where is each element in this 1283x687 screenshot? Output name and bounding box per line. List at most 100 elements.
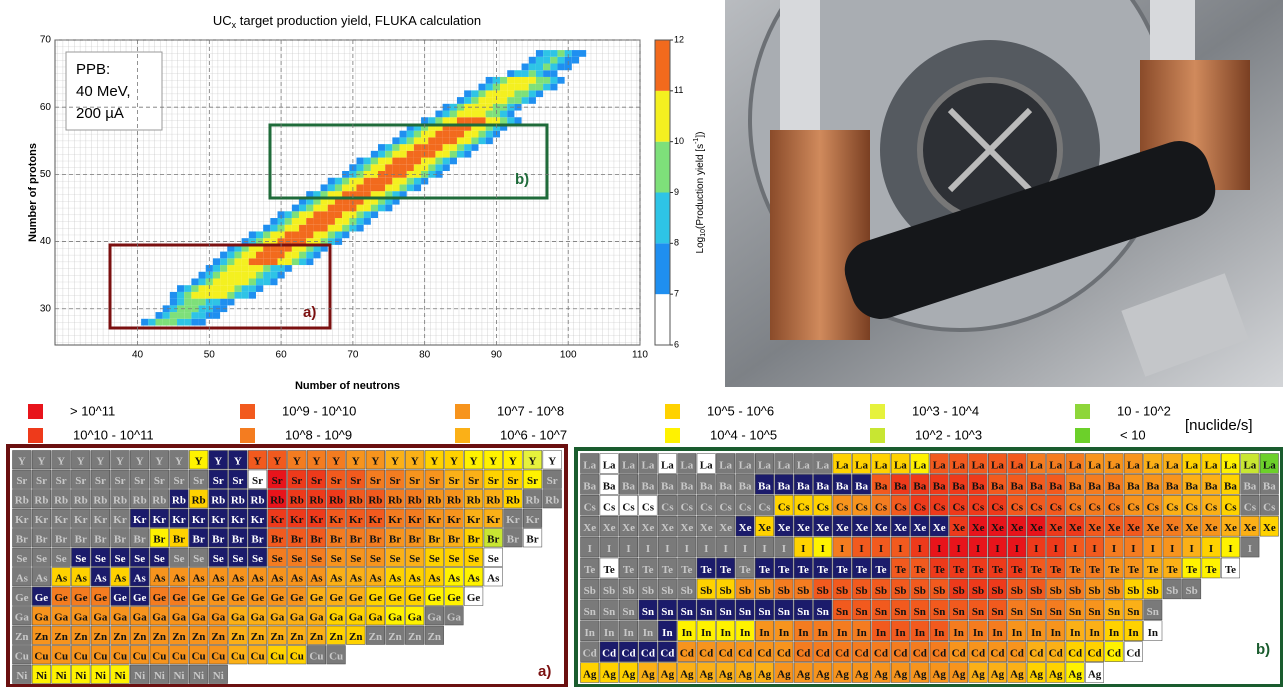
- nuclide-symbol: Xe: [952, 522, 965, 534]
- nuclide-cell: [755, 557, 774, 579]
- nuclide-symbol: Ba: [739, 480, 752, 492]
- nuclide-cell: [424, 508, 444, 528]
- heat-cell: [255, 258, 264, 266]
- nuclide-symbol: Rb: [231, 495, 245, 507]
- nuclide-symbol: Ge: [192, 592, 206, 604]
- nuclide-symbol: Y: [548, 456, 556, 468]
- nuclide-cell: [696, 662, 716, 683]
- nuclide-cell: [696, 515, 716, 537]
- heat-cell: [299, 231, 307, 239]
- nuclide-symbol: Cu: [329, 651, 343, 663]
- nuclide-symbol: Sb: [972, 585, 984, 597]
- nuclide-cell: [871, 578, 891, 600]
- nuclide-symbol: As: [134, 573, 147, 585]
- nuclide-cell: [735, 662, 755, 683]
- nuclide-cell: [929, 662, 949, 683]
- heat-cell: [399, 137, 407, 145]
- nuclide-symbol: Cs: [1224, 501, 1237, 513]
- nuclide-cell: [346, 586, 366, 606]
- annotation: 40 MeV,: [76, 83, 131, 100]
- nuclide-symbol: Kr: [133, 514, 147, 526]
- nuclide-cell: [657, 662, 677, 683]
- nuclide-cell: [813, 515, 833, 537]
- heat-cell: [241, 291, 249, 299]
- heat-cell: [220, 291, 228, 299]
- nuclide-symbol: Ga: [172, 612, 187, 624]
- nuclide-symbol: As: [251, 573, 264, 585]
- nuclide-cell: [365, 469, 385, 489]
- nuclide-cell: [189, 664, 209, 684]
- nuclide-cell: [657, 599, 677, 621]
- heat-cell: [169, 312, 178, 319]
- nuclide-cell: [483, 508, 503, 528]
- nuclide-cell: [1221, 453, 1240, 474]
- nuclide-cell: [677, 620, 697, 641]
- nuclide-symbol: Xe: [1224, 522, 1237, 534]
- nuclide-symbol: Xe: [1127, 522, 1140, 534]
- heat-cell: [334, 184, 343, 192]
- heat-cell: [162, 305, 170, 313]
- x-axis-label: Number of neutrons: [295, 380, 400, 392]
- nuclide-symbol: Rb: [152, 495, 166, 507]
- nuclide-symbol: Sr: [56, 475, 67, 487]
- nuclide-symbol: Se: [56, 553, 67, 565]
- heat-cell: [356, 224, 364, 232]
- nuclide-cell: [638, 495, 658, 516]
- nuclide-symbol: Ga: [290, 612, 305, 624]
- nuclide-cell: [326, 625, 346, 645]
- nuclide-cell: [1143, 536, 1163, 558]
- nuclide-symbol: Cs: [1205, 501, 1218, 513]
- nuclide-cell: [1026, 641, 1046, 662]
- nuclide-cell: [365, 489, 385, 509]
- nuclide-symbol: Ba: [855, 480, 868, 492]
- nuclide-symbol: Xe: [933, 522, 946, 534]
- nuclide-symbol: As: [409, 573, 422, 585]
- nuclide-symbol: Cd: [583, 648, 597, 660]
- heat-cell: [399, 164, 407, 172]
- nuclide-symbol: La: [1049, 459, 1062, 471]
- nuclide-symbol: Sn: [739, 606, 751, 618]
- nuclide-symbol: Cs: [1147, 501, 1160, 513]
- heat-cell: [500, 123, 508, 131]
- nuclide-cell: [871, 557, 891, 579]
- nuclide-symbol: Kr: [172, 514, 186, 526]
- nuclide-cell: [110, 489, 130, 509]
- nuclide-symbol: Sb: [700, 585, 712, 597]
- nuclide-symbol: Ba: [1010, 480, 1023, 492]
- title-part: x: [232, 20, 237, 30]
- nuclide-symbol: I: [723, 543, 727, 555]
- heat-cell: [471, 137, 479, 145]
- heat-cell: [428, 123, 436, 131]
- legend-swatch: [665, 404, 680, 419]
- nuclide-cell: [208, 528, 228, 548]
- nuclide-cell: [890, 641, 910, 662]
- nuclide-cell: [696, 578, 716, 600]
- nuclide-cell: [832, 453, 852, 474]
- nuclide-cell: [716, 578, 736, 600]
- heat-cell: [198, 298, 206, 306]
- nuclide-cell: [385, 489, 405, 509]
- nuclide-cell: [1221, 474, 1240, 495]
- table-label: a): [538, 663, 551, 680]
- nuclide-symbol: Zn: [349, 631, 362, 643]
- nuclide-cell: [619, 536, 638, 558]
- nuclide-symbol: Xe: [758, 522, 771, 534]
- nuclide-symbol: Xe: [991, 522, 1004, 534]
- nuclide-symbol: Kr: [428, 514, 442, 526]
- nuclide-cell: [599, 495, 619, 516]
- legend-label: 10^3 - 10^4: [912, 403, 979, 418]
- nuclide-cell: [677, 578, 697, 600]
- nuclide-symbol: Sr: [448, 475, 459, 487]
- nuclide-cell: [852, 474, 871, 495]
- nuclide-cell: [735, 515, 755, 537]
- nuclide-symbol: Cd: [622, 648, 636, 660]
- heat-cell: [342, 231, 350, 239]
- nuclide-symbol: Sb: [817, 585, 829, 597]
- nuclide-cell: [599, 578, 619, 600]
- heat-cell: [392, 191, 400, 198]
- nuclide-symbol: I: [588, 543, 592, 555]
- heat-cell: [378, 150, 386, 158]
- nuclide-cell: [988, 453, 1007, 474]
- nuclide-symbol: Ga: [74, 612, 89, 624]
- nuclide-symbol: Y: [489, 456, 497, 468]
